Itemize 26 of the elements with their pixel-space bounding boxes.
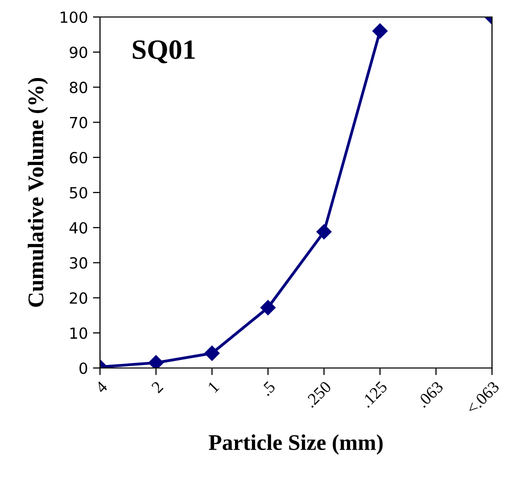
x-tick-label: .250 — [304, 380, 332, 408]
x-tick-label: 1 — [208, 380, 220, 393]
x-tick-label: .063 — [416, 380, 444, 408]
y-tick-label: 90 — [70, 46, 88, 58]
text: SQ01 — [132, 40, 195, 64]
y-tick-label: 10 — [70, 327, 88, 339]
y-tick-label: 70 — [70, 116, 88, 128]
point — [148, 355, 164, 368]
x-tick-label: 4 — [94, 380, 108, 394]
x-axis-title: Particle Size (mm) — [208, 434, 383, 455]
y-axis-title: Cumulative Volume (%) — [28, 78, 48, 307]
x-tick-label: 2 — [151, 380, 164, 394]
y-tick-label: 80 — [70, 82, 88, 94]
y-tick-label: 100 — [60, 11, 88, 24]
y-tick-label: 50 — [70, 186, 88, 199]
point — [372, 23, 388, 39]
y-tick-label: 40 — [70, 222, 88, 234]
point — [204, 346, 220, 361]
y-tick-label: 60 — [70, 152, 88, 164]
y-tick-label: 30 — [70, 257, 88, 269]
y-tick-label: 0 — [79, 362, 88, 374]
point — [260, 300, 276, 316]
y-tick-label: 20 — [70, 292, 88, 304]
x-tick-label: .125 — [360, 380, 388, 408]
point — [316, 224, 332, 240]
x-tick-label: .5 — [260, 380, 276, 396]
